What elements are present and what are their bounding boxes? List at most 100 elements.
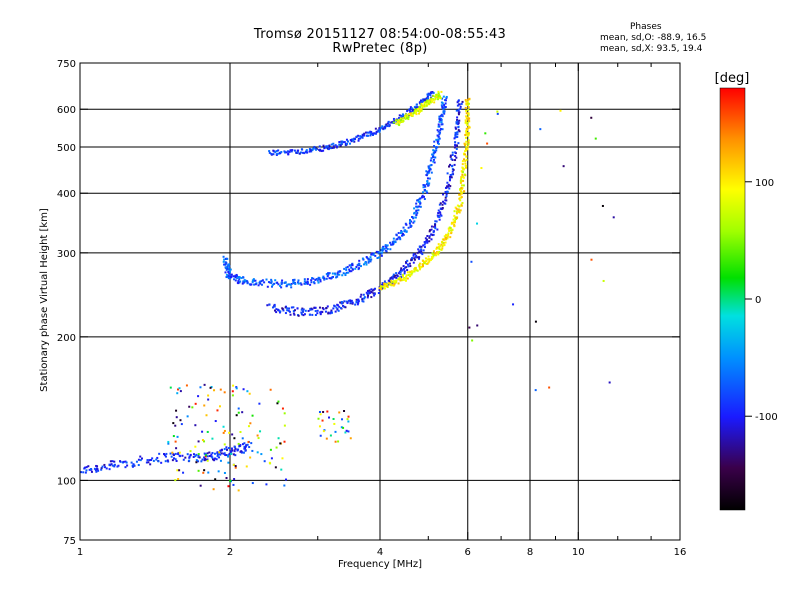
echo-point (223, 443, 226, 446)
echo-point (458, 197, 461, 200)
echo-point (223, 263, 226, 266)
echo-point (111, 460, 114, 463)
echo-point (462, 184, 465, 187)
echo-point (272, 153, 275, 156)
echo-point (395, 276, 398, 279)
echo-point (160, 461, 163, 464)
echo-point (425, 97, 428, 100)
echo-point (275, 150, 278, 153)
echo-point (453, 210, 456, 213)
echo-point (220, 449, 223, 452)
echo-point (467, 118, 470, 121)
echo-point (261, 279, 264, 282)
echo-point (125, 461, 128, 464)
echo-point (228, 268, 231, 271)
echo-point (333, 304, 336, 307)
echo-point (435, 251, 438, 254)
echo-point (274, 279, 277, 282)
echo-point (228, 272, 231, 275)
echo-point (465, 158, 468, 161)
echo-point (274, 466, 277, 469)
echo-point (424, 101, 427, 104)
echo-point (236, 277, 239, 280)
echo-point (293, 278, 296, 281)
echo-point (94, 469, 97, 472)
echo-point (404, 117, 407, 120)
echo-point (223, 391, 226, 394)
echo-point (422, 249, 425, 252)
echo-point (434, 254, 437, 257)
echo-point (322, 275, 325, 278)
echo-point (464, 119, 467, 122)
echo-point (388, 123, 391, 126)
echo-point (406, 259, 409, 262)
axis-ticks (79, 62, 681, 541)
echo-point (466, 124, 469, 127)
echo-point (302, 314, 305, 317)
echo-point (337, 270, 340, 273)
echo-point (420, 102, 423, 105)
echo-point (172, 435, 175, 438)
echo-point (342, 426, 345, 429)
echo-point (328, 146, 331, 149)
echo-point (403, 272, 406, 275)
echo-point (426, 241, 429, 244)
echo-point (389, 277, 392, 280)
echo-point (389, 283, 392, 286)
echo-point (314, 314, 317, 317)
echo-point (315, 148, 318, 151)
echo-point (461, 173, 464, 176)
echo-point (437, 98, 440, 101)
echo-point (446, 190, 449, 193)
echo-point (211, 451, 214, 454)
echo-point (338, 143, 341, 146)
echo-point (405, 230, 408, 233)
echo-point (456, 116, 459, 119)
echo-point (213, 389, 216, 392)
echo-point (96, 468, 99, 471)
echo-point (352, 138, 355, 141)
echo-point (467, 127, 470, 130)
echo-point (438, 137, 441, 140)
echo-point (443, 112, 446, 115)
echo-point (392, 121, 395, 124)
echo-point (220, 452, 223, 455)
echo-point (189, 450, 192, 453)
x-tick-label: 6 (465, 547, 471, 558)
echo-point (471, 339, 474, 342)
echo-point (273, 150, 276, 153)
echo-point (406, 269, 409, 272)
echo-point (447, 227, 450, 230)
echo-point (465, 112, 468, 115)
echo-point (367, 294, 370, 297)
echo-point (455, 156, 458, 159)
echo-point (291, 149, 294, 152)
echo-point (281, 457, 284, 460)
echo-point (405, 262, 408, 265)
echo-point (438, 120, 441, 123)
echo-point (450, 158, 453, 161)
echo-point (308, 147, 311, 150)
echo-point (450, 229, 453, 232)
x-tick-label: 4 (377, 547, 383, 558)
echo-point (411, 107, 414, 110)
echo-point (290, 306, 293, 309)
echo-point (436, 252, 439, 255)
echo-point (211, 437, 214, 440)
echo-point (392, 117, 395, 120)
echo-point (225, 266, 228, 269)
echo-point (282, 309, 285, 312)
echo-point (347, 415, 350, 418)
echo-point (466, 100, 469, 103)
echo-point (428, 235, 431, 238)
echo-point (279, 442, 282, 445)
echo-point (461, 201, 464, 204)
echo-point (455, 147, 458, 150)
echo-point (387, 120, 390, 123)
echo-point (434, 95, 437, 98)
echo-point (406, 277, 409, 280)
echo-point (203, 459, 206, 462)
echo-point (562, 165, 565, 168)
echo-point (460, 102, 463, 105)
echo-point (391, 282, 394, 285)
